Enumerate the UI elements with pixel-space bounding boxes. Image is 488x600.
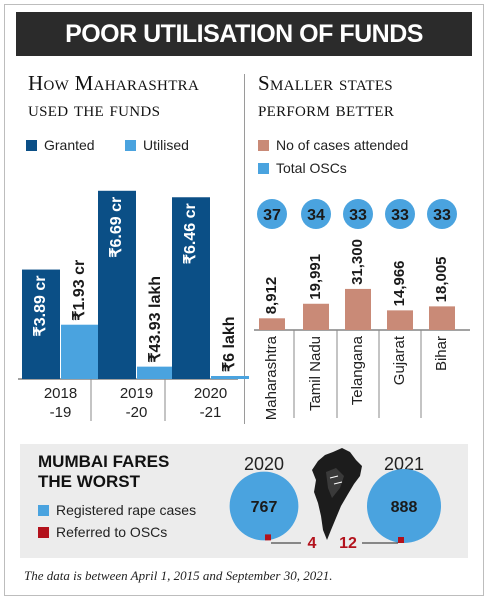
funds-bar-utilised <box>137 366 175 379</box>
states-osc-label: 33 <box>349 207 367 224</box>
left-title-line2: used the funds <box>28 97 161 121</box>
funds-bar-label: ₹1.93 cr <box>71 260 88 321</box>
left-title-line1: How Maharashtra <box>28 71 200 95</box>
states-osc-circle <box>257 199 287 229</box>
legend-total-oscs: Total OSCs <box>258 160 347 176</box>
legend-swatch-utilised <box>125 140 136 151</box>
states-bar-label: 31,300 <box>349 239 366 285</box>
legend-utilised: Utilised <box>125 137 189 153</box>
mumbai-referred-marker <box>398 537 404 543</box>
legend-label-referred: Referred to OSCs <box>56 524 168 540</box>
funds-bar-utilised <box>61 324 99 379</box>
states-osc-label: 33 <box>391 207 409 224</box>
legend-swatch-registered <box>38 505 49 516</box>
states-osc-circle <box>427 199 457 229</box>
funds-bar-granted <box>98 190 136 379</box>
right-section-title: Smaller states perform better <box>258 70 473 122</box>
funds-year-label: 2019 <box>120 385 153 402</box>
right-title-line1: Smaller states <box>258 71 393 95</box>
legend-label-granted: Granted <box>44 137 95 153</box>
funds-bar-utilised <box>211 376 249 379</box>
legend-label-oscs: Total OSCs <box>276 160 347 176</box>
mumbai-referred-label: 4 <box>308 535 317 552</box>
funds-bar-granted <box>172 197 210 379</box>
states-bar-cases <box>429 306 455 330</box>
mumbai-year-label: 2020 <box>244 454 284 474</box>
page-title: POOR UTILISATION OF FUNDS <box>16 12 472 56</box>
funds-year-label: -21 <box>200 404 222 421</box>
legend-cases-attended: No of cases attended <box>258 137 408 153</box>
legend-label-cases: No of cases attended <box>276 137 409 153</box>
mumbai-title: MUMBAI FARES THE WORST <box>38 452 218 492</box>
states-bar-label: 18,005 <box>433 256 450 302</box>
mumbai-title-line2: THE WORST <box>38 472 140 491</box>
funds-year-label: 2020 <box>194 385 227 402</box>
legend-label-registered: Registered rape cases <box>56 502 197 518</box>
states-osc-circle <box>301 199 331 229</box>
funds-bar-label: ₹6 lakh <box>221 316 238 372</box>
states-osc-circle <box>385 199 415 229</box>
states-osc-label: 37 <box>263 207 281 224</box>
states-bar-label: 8,912 <box>263 277 280 315</box>
mumbai-cases-label: 888 <box>391 499 418 516</box>
funds-bar-label: ₹43.93 lakh <box>147 276 164 363</box>
states-osc-label: 34 <box>307 207 325 224</box>
legend-swatch-oscs <box>258 163 269 174</box>
funds-year-label: 2018 <box>44 385 77 402</box>
funds-chart: ₹3.89 cr ₹1.93 cr 2018 -19 ₹6.69 cr ₹43.93 la… <box>18 190 249 421</box>
mumbai-title-line1: MUMBAI FARES <box>38 452 170 471</box>
mumbai-map-icon <box>312 448 362 540</box>
states-name-label: Tamil Nadu <box>307 336 324 411</box>
mumbai-cases-bubble <box>367 469 441 543</box>
states-bar-label: 14,966 <box>391 260 408 306</box>
funds-year-label: -19 <box>50 404 72 421</box>
legend-swatch-cases <box>258 140 269 151</box>
states-bar-cases <box>387 310 413 330</box>
states-osc-label: 33 <box>433 207 451 224</box>
funds-bar-granted <box>22 269 60 379</box>
states-name-label: Telangana <box>349 335 366 405</box>
mumbai-referred-marker <box>265 534 271 541</box>
states-name-label: Bihar <box>433 336 450 371</box>
states-name-label: Gujarat <box>391 335 408 385</box>
legend-referred-oscs: Referred to OSCs <box>38 524 167 540</box>
states-chart: 8,912 37 Maharashtra 19,991 34 Tamil Nadu 31,3… <box>254 199 470 420</box>
legend-registered-cases: Registered rape cases <box>38 502 196 518</box>
states-bar-cases <box>345 288 371 330</box>
mumbai-cases-label: 767 <box>251 499 278 516</box>
section-divider <box>244 74 245 424</box>
legend-granted: Granted <box>26 137 95 153</box>
footnote: The data is between April 1, 2015 and Se… <box>24 568 333 583</box>
states-osc-circle <box>343 199 373 229</box>
legend-swatch-granted <box>26 140 37 151</box>
states-bar-cases <box>303 303 329 330</box>
funds-bar-label: ₹6.46 cr <box>182 203 199 264</box>
states-bar-cases <box>259 318 285 330</box>
mumbai-referred-label: 12 <box>339 535 357 552</box>
right-title-line2: perform better <box>258 97 395 121</box>
funds-bar-label: ₹3.89 cr <box>32 276 49 337</box>
states-name-label: Maharashtra <box>263 335 280 420</box>
legend-swatch-referred <box>38 527 49 538</box>
left-section-title: How Maharashtra used the funds <box>28 70 238 122</box>
mumbai-cases-bubble <box>229 471 299 541</box>
legend-label-utilised: Utilised <box>143 137 189 153</box>
funds-year-label: -20 <box>126 404 148 421</box>
funds-bar-label: ₹6.69 cr <box>108 197 125 258</box>
mumbai-year-label: 2021 <box>384 454 424 474</box>
states-bar-label: 19,991 <box>307 254 324 300</box>
